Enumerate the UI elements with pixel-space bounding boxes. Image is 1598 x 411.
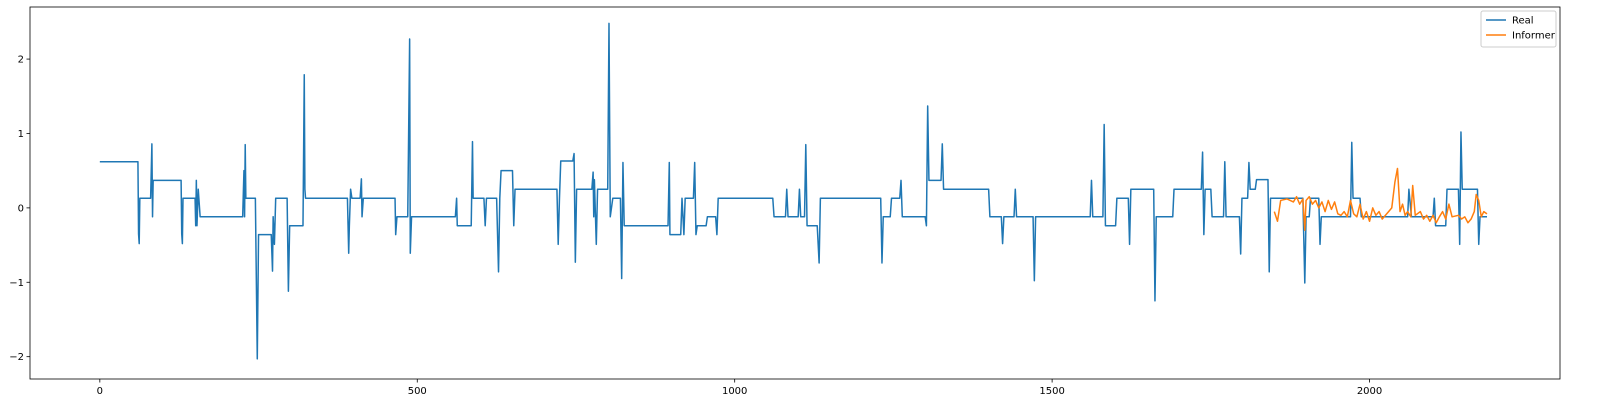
y-axis: −2 −1 0 1 2 [9,55,30,363]
y-tick-label: 2 [18,55,24,66]
x-tick-label: 1500 [1039,386,1064,397]
plot-area [29,6,1561,380]
x-tick-label: 0 [97,386,103,397]
x-tick-label: 1000 [722,386,747,397]
series-line-informer [1273,167,1488,231]
legend: Real Informer [1480,10,1557,48]
y-tick-label: 1 [18,129,24,140]
plot-frame [29,6,1561,380]
series-line-real [99,22,1487,360]
y-tick-label: 0 [18,203,24,214]
x-tick-label: 2000 [1357,386,1382,397]
y-tick-label: −2 [9,352,24,363]
legend-label-informer: Informer [1512,31,1556,42]
legend-label-real: Real [1512,16,1534,27]
x-tick-label: 500 [408,386,427,397]
x-axis: 0 500 1000 1500 2000 [97,379,1382,397]
y-tick-label: −1 [9,278,24,289]
